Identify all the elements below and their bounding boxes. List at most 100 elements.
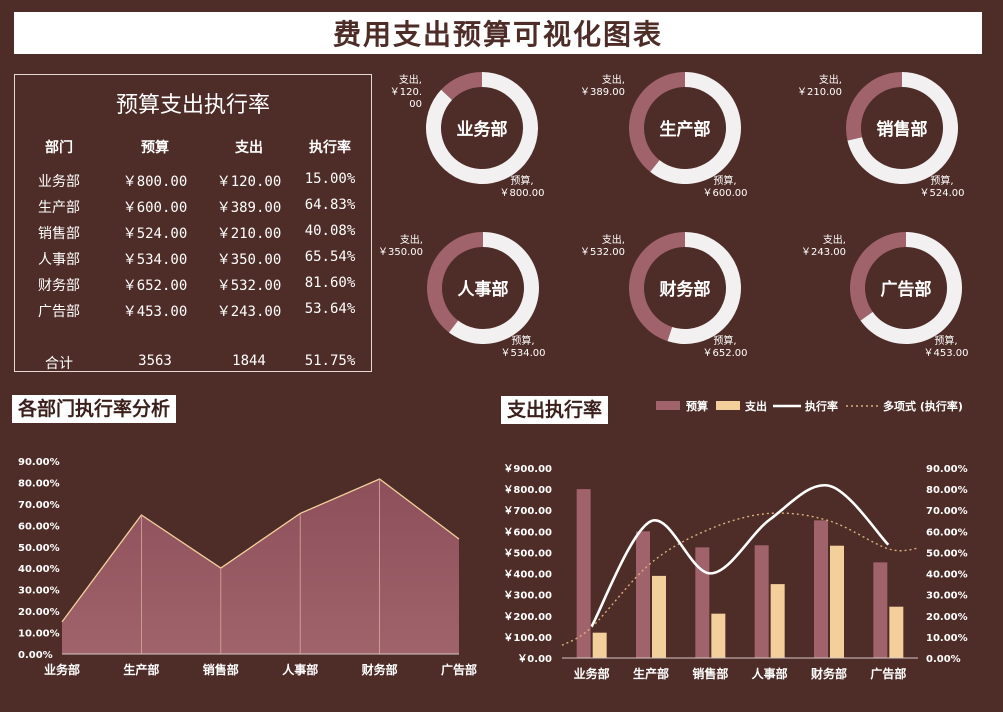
- area-y-tick-label: 90.00%: [18, 457, 60, 468]
- donut-slice-spend: [846, 72, 902, 141]
- area-x-tick-label: 广告部: [441, 662, 477, 677]
- table-row: 财务部 ￥652.00 ￥532.00 81.60%: [15, 275, 373, 295]
- bar-spend: [889, 606, 904, 658]
- cell-dept: 广告部: [38, 304, 80, 320]
- budget-table: 预算支出执行率 部门 预算 支出 执行率 业务部 ￥800.00 ￥120.00…: [14, 74, 372, 372]
- donut-center-label: 生产部: [660, 119, 711, 140]
- cell-dept: 财务部: [38, 278, 80, 294]
- combo-chart: ￥0.00 ￥100.00 ￥200.00 ￥300.00 ￥400.00 ￥500.00…: [503, 399, 968, 681]
- combo-y-tick-label: ￥500.00: [503, 548, 552, 559]
- legend-label-spend: 支出: [744, 399, 767, 413]
- combo-y2-tick-label: 40.00%: [926, 570, 968, 581]
- donut-slice-budget: [650, 72, 742, 185]
- donut-slice-budget: [860, 232, 963, 344]
- cell-dept: 业务部: [38, 174, 80, 190]
- donut-label-spend: 支出, ￥120. 00: [390, 73, 422, 110]
- total-spend: 1844: [232, 353, 266, 369]
- donut-center-label: 业务部: [457, 119, 508, 140]
- donut-center-label: 销售部: [877, 119, 928, 140]
- cell-spend: ￥350.00: [216, 252, 282, 268]
- area-y-tick-label: 60.00%: [18, 521, 60, 532]
- cell-spend: ￥389.00: [216, 200, 282, 216]
- header-spend: 支出: [235, 140, 263, 156]
- combo-y-tick-label: ￥700.00: [503, 506, 552, 517]
- donut-slice-budget: [667, 232, 741, 345]
- area-x-tick-label: 业务部: [44, 662, 80, 677]
- bar-budget: [754, 545, 769, 658]
- area-chart-title: 各部门执行率分析: [12, 395, 177, 423]
- donut-center-label: 广告部: [881, 279, 932, 300]
- donut-label-budget: 预算, ￥453.00: [924, 334, 969, 359]
- area-chart: 0.00% 10.00% 20.00% 30.00% 40.00% 50.00% 60.00…: [18, 457, 477, 677]
- combo-y2-tick-label: 70.00%: [926, 506, 968, 517]
- combo-y2-tick-label: 80.00%: [926, 485, 968, 496]
- donut-label-spend: 支出, ￥210.00: [797, 73, 842, 98]
- combo-x-tick-label: 人事部: [752, 666, 788, 681]
- donut-label-budget: 预算, ￥800.00: [500, 174, 545, 199]
- combo-x-tick-label: 业务部: [574, 666, 610, 681]
- cell-spend: ￥120.00: [216, 174, 282, 190]
- cell-rate: 64.83%: [304, 197, 356, 213]
- combo-x-tick-label: 广告部: [870, 666, 906, 681]
- table-row: 销售部 ￥524.00 ￥210.00 40.08%: [15, 223, 373, 243]
- combo-y2-tick-label: 10.00%: [926, 633, 968, 644]
- line-rate: [590, 484, 890, 627]
- table-header-row: 部门 预算 支出 执行率: [15, 137, 373, 157]
- area-x-tick-label: 销售部: [203, 662, 239, 677]
- donut-label-spend: 支出, ￥532.00: [580, 233, 625, 258]
- donut-slice-budget: [426, 72, 539, 184]
- legend-swatch-budget: [656, 401, 680, 410]
- donut-center-label: 人事部: [458, 279, 509, 300]
- donut-slice-spend: [629, 232, 685, 342]
- total-rate: 51.75%: [304, 353, 356, 369]
- combo-y2-tick-label: 30.00%: [926, 591, 968, 602]
- combo-x-tick-label: 销售部: [692, 666, 728, 681]
- area-y-tick-label: 80.00%: [18, 478, 60, 489]
- bar-spend: [652, 575, 666, 658]
- cell-spend: ￥243.00: [216, 304, 282, 320]
- combo-chart-title: 支出执行率: [501, 396, 609, 424]
- donut-label-spend: 支出, ￥243.00: [801, 233, 846, 258]
- donut-label-spend: 支出, ￥350.00: [378, 233, 423, 258]
- donut-slice-spend: [850, 232, 906, 321]
- header-rate: 执行率: [309, 140, 351, 156]
- combo-y2-tick-label: 60.00%: [926, 527, 968, 538]
- donut-slice-spend: [441, 72, 482, 101]
- donut-label-spend: 支出, ￥389.00: [580, 73, 625, 98]
- bar-budget: [576, 489, 591, 658]
- total-budget: 3563: [138, 353, 172, 369]
- cell-rate: 53.64%: [304, 301, 356, 317]
- donut-slice-spend: [629, 72, 685, 172]
- combo-x-tick-label: 财务部: [810, 666, 847, 681]
- combo-y2-tick-label: 50.00%: [926, 548, 968, 559]
- total-label: 合计: [45, 356, 73, 372]
- trendline-rate: [561, 512, 919, 646]
- area-x-tick-label: 人事部: [282, 662, 318, 677]
- cell-dept: 人事部: [38, 252, 80, 268]
- area-line: [61, 478, 460, 623]
- legend-label-rate: 执行率: [805, 399, 838, 413]
- donut-slice-budget: [448, 232, 540, 344]
- page-title: 费用支出预算可视化图表: [332, 18, 663, 51]
- cell-budget: ￥534.00: [122, 252, 188, 268]
- legend-label-trend: 多项式 (执行率): [883, 399, 963, 413]
- combo-y-tick-label: ￥300.00: [503, 591, 552, 602]
- area-y-tick-label: 40.00%: [18, 564, 60, 575]
- cell-budget: ￥652.00: [122, 278, 188, 294]
- header-budget: 预算: [141, 140, 169, 156]
- bar-spend: [592, 632, 607, 658]
- bar-spend: [711, 613, 726, 658]
- combo-y-tick-label: ￥600.00: [503, 527, 552, 538]
- donut-label-budget: 预算, ￥652.00: [703, 334, 748, 359]
- bar-spend: [830, 545, 844, 658]
- area-y-tick-label: 70.00%: [18, 500, 60, 511]
- combo-y2-tick-label: 90.00%: [926, 464, 968, 475]
- cell-rate: 15.00%: [304, 171, 356, 187]
- combo-x-tick-label: 生产部: [633, 666, 669, 681]
- donut-label-budget: 预算, ￥600.00: [703, 174, 748, 199]
- donut-center-label: 财务部: [659, 279, 711, 300]
- combo-y-tick-label: ￥900.00: [503, 464, 552, 475]
- combo-y2-tick-label: 20.00%: [926, 612, 968, 623]
- cell-budget: ￥524.00: [122, 226, 188, 242]
- bar-budget: [814, 520, 828, 658]
